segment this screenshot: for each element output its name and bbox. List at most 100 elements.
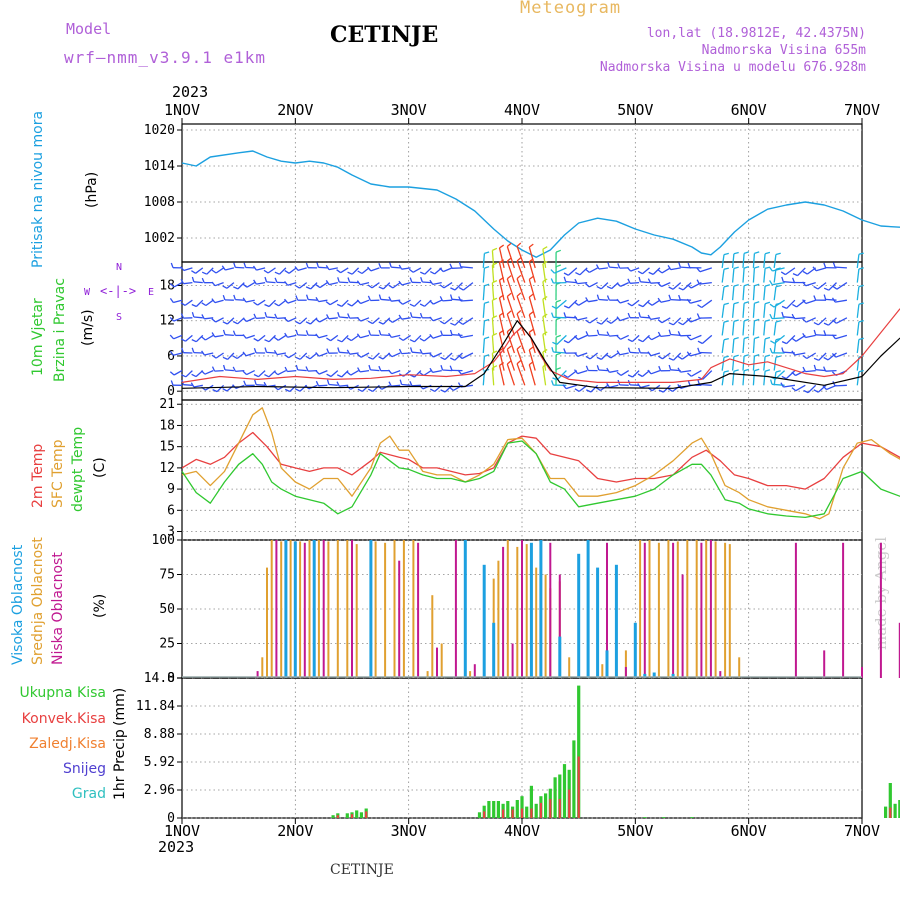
cloud-bar [482,564,486,678]
wind-barb [815,334,827,337]
wind-barb-flag [637,383,642,388]
wind-barb-flag [775,320,781,323]
wind-barb-flag [180,338,186,342]
wind-barb [432,334,442,339]
wind-barb-flag [823,262,827,268]
wind-barb-flag [429,300,434,305]
wind-barb [516,295,526,319]
wind-barb-flag [775,284,781,288]
wind-barb-flag [733,354,739,358]
wind-barb-flag [627,302,633,307]
wind-barb-flag [211,298,216,303]
wind-barb-flag [647,351,652,357]
precip-bar [365,811,368,818]
wind-barb-flag [201,271,208,275]
cloud-bar [275,540,278,678]
y-tick-label: 2.96 [144,783,175,798]
x-tick-label-top: 6NOV [731,101,767,119]
wind-barb [498,262,505,283]
wind-barb [205,299,214,307]
precip-bar [662,817,666,818]
y-tick-label: 1020 [144,123,175,138]
wind-barb [577,334,588,341]
wind-barb-flag [723,267,729,270]
wind-barb [462,282,474,291]
wind-barb-flag [274,277,278,283]
wind-barb [299,352,308,360]
compass-w: W [84,287,91,298]
wind-barb [340,267,349,274]
wind-barb [309,352,318,360]
wind-barb [598,333,608,337]
wind-barb-flag [858,284,864,288]
wind-barb [763,338,766,354]
wind-barb [267,267,276,274]
wind-barb-flag [606,320,612,324]
wind-barb [506,363,516,386]
wind-barb-flag [574,352,579,357]
wind-barb [825,369,837,372]
wind-barb [482,303,486,318]
wind-barb-flag [733,319,739,323]
wind-barb-flag [733,369,739,372]
wind-barb-flag [440,330,444,336]
compass-s: S [116,312,123,323]
wind-barb [794,317,806,320]
cloud-bar [728,544,731,678]
wind-barb-flag [398,337,404,341]
wind-barb-flag [389,262,392,268]
cloud-bar [614,564,618,678]
wind-barb [414,370,422,378]
wind-barb-flag [563,272,569,276]
cloud-bar [529,542,533,678]
wind-barb [836,317,848,324]
wind-barb [444,317,453,325]
wind-barb [528,261,536,283]
wind-barb-flag [754,265,760,269]
wind-barb [516,278,526,301]
wind-barb-flag [555,352,562,356]
cloud-bar [606,542,608,678]
wind-barb [682,317,692,326]
wind-barb-flag [484,265,490,269]
wind-barb [742,338,745,354]
precip-bar [345,813,349,818]
wind-barb-flag [440,365,444,371]
wind-barb-flag [616,371,622,376]
wind-barb-flag [743,318,749,322]
precip-bar [530,808,533,818]
cloud-bar [440,643,443,678]
wind-barb-flag [222,356,228,360]
wind-barb-flag [429,271,436,275]
wind-barb [630,267,640,272]
precip-bar [888,783,892,818]
wind-barb-flag [325,265,330,270]
wind-barb [183,384,193,386]
wind-barb [195,334,204,343]
wind-barb [742,303,745,318]
wind-barb [319,317,328,323]
wind-barb [818,352,827,361]
wind-barb-flag [242,351,247,357]
wind-barb-flag [574,315,578,321]
wind-barb-flag [723,252,729,256]
wind-barb [600,282,609,290]
wind-barb-flag [449,365,453,371]
wind-barb-flag [792,273,798,277]
wind-barb-flag [528,275,534,280]
wind-barb [542,249,547,268]
wind-barb-flag [791,313,795,319]
wind-barb [642,299,650,308]
wind-barb-flag [743,283,749,287]
wind-barb [391,266,401,269]
wind-barb [297,369,307,372]
wind-barb-flag [337,339,343,343]
wind-barb-flag [858,252,864,255]
wind-barb [610,317,619,324]
cloud-bar [473,664,476,678]
wind-barb-flag [253,301,258,306]
wind-barb-flag [305,330,309,336]
y-tick-label: 21 [159,397,175,412]
wind-barb-flag [596,365,600,371]
wind-barb [422,384,432,390]
